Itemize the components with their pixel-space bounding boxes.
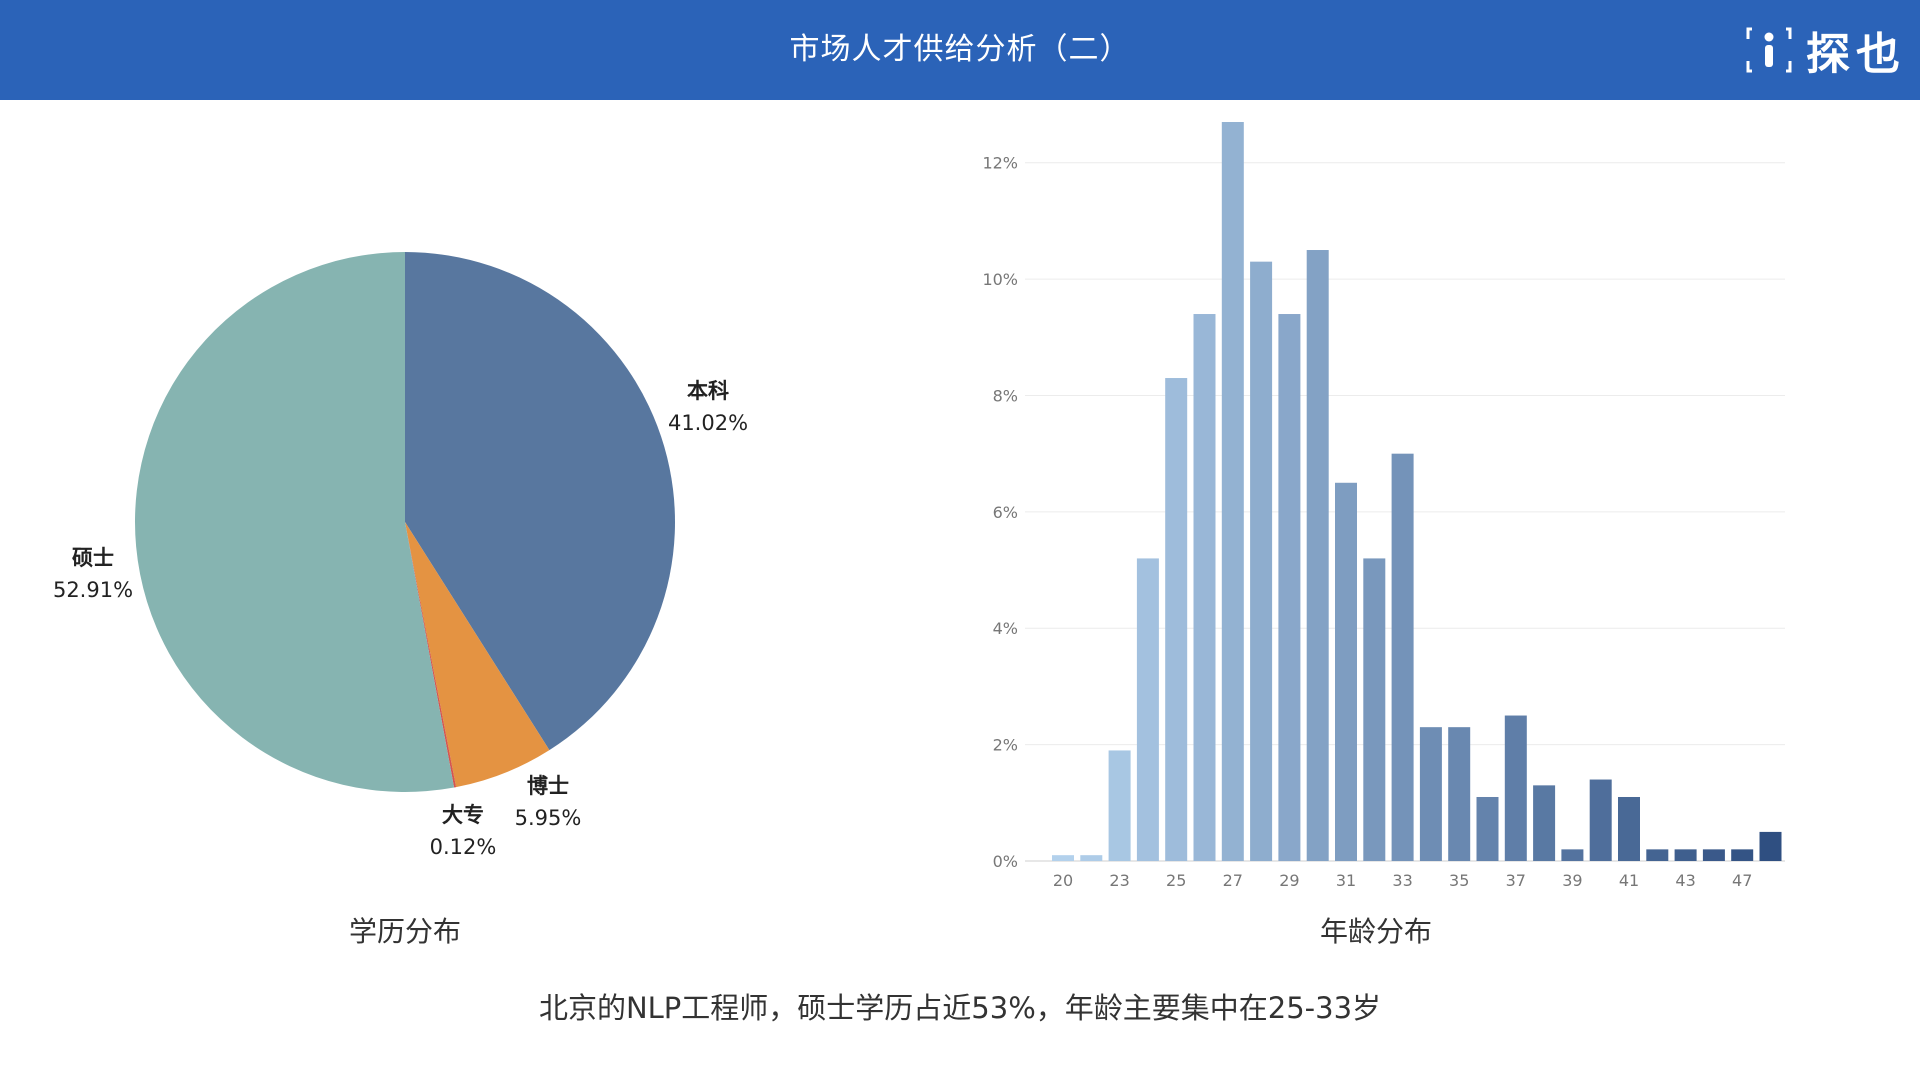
x-tick-label: 35 [1449, 871, 1469, 890]
y-tick-label: 0% [993, 852, 1018, 871]
age-bar-20 [1052, 855, 1074, 861]
pie-slice-大专 [405, 522, 457, 788]
age-bar-37 [1504, 715, 1527, 861]
age-bar-30 [1306, 250, 1329, 861]
x-tick-label: 23 [1109, 871, 1129, 890]
header-bar: 市场人才供给分析（二） 探也 [0, 0, 1920, 100]
y-tick-label: 8% [993, 386, 1018, 405]
age-bar-34 [1419, 727, 1442, 861]
summary-text: 北京的NLP工程师，硕士学历占近53%，年龄主要集中在25-33岁 [538, 991, 1382, 1025]
age-bar-41 [1618, 796, 1640, 861]
education-pie-chart: 本科 41.02% 博士 5.95% 大专 0.12% 硕士 52.91% [53, 252, 748, 859]
x-tick-label: 37 [1506, 871, 1526, 890]
page-title: 市场人才供给分析（二） [789, 32, 1131, 67]
age-bar-43 [1674, 849, 1697, 861]
x-tick-label: 31 [1336, 871, 1356, 890]
age-bar-38 [1533, 785, 1556, 861]
age-bar-47 [1731, 849, 1754, 861]
pie-label: 大专 [442, 803, 484, 827]
age-bar-50 [1759, 831, 1782, 861]
brand-logo: 探也 [1746, 22, 1906, 80]
age-bar-chart: 0% 2% 4% 6% 8% 10% 12% 20 23 25 27 29 31 33 35 37 39 41 43… [982, 122, 1785, 890]
pie-value-label: 5.95% [515, 806, 582, 830]
logo-mark-icon [1746, 27, 1792, 73]
x-tick-label: 27 [1223, 871, 1243, 890]
pie-caption: 学历分布 [348, 915, 461, 948]
y-tick-label: 4% [993, 619, 1018, 638]
y-tick-label: 10% [982, 270, 1018, 289]
y-tick-label: 12% [982, 154, 1018, 173]
pie-slice-博士 [405, 522, 550, 788]
y-tick-label: 6% [993, 503, 1018, 522]
pie-value-label: 52.91% [53, 578, 133, 602]
age-bar-33 [1391, 453, 1414, 861]
age-bar-22 [1080, 855, 1103, 861]
x-tick-label: 29 [1279, 871, 1299, 890]
age-bar-28 [1250, 261, 1273, 861]
age-bar-26 [1193, 314, 1216, 861]
x-tick-label: 25 [1166, 871, 1186, 890]
age-bar-32 [1363, 558, 1386, 861]
x-tick-label: 41 [1619, 871, 1639, 890]
x-tick-label: 39 [1562, 871, 1582, 890]
age-bar-35 [1448, 727, 1471, 861]
age-bar-44 [1702, 849, 1725, 861]
age-bar-27 [1221, 122, 1244, 861]
pie-slice-本科 [405, 252, 675, 751]
pie-label: 本科 [687, 379, 729, 403]
bar-caption: 年龄分布 [1319, 915, 1432, 948]
x-tick-label: 43 [1675, 871, 1695, 890]
pie-label: 硕士 [72, 546, 114, 570]
x-tick-label: 33 [1392, 871, 1412, 890]
pie-slice-硕士 [134, 252, 455, 792]
age-bar-36 [1476, 796, 1499, 861]
age-bar-23 [1108, 750, 1131, 861]
x-tick-label: 20 [1053, 871, 1073, 890]
age-bar-42 [1646, 849, 1669, 861]
age-bar-24 [1136, 558, 1159, 861]
age-bar-40 [1589, 779, 1612, 861]
pie-label: 博士 [527, 774, 569, 798]
age-bar-39 [1561, 849, 1584, 861]
pie-value-label: 0.12% [430, 835, 497, 859]
y-tick-label: 2% [993, 736, 1018, 755]
x-tick-label: 47 [1732, 871, 1752, 890]
age-bar-31 [1335, 482, 1357, 861]
logo-text: 探也 [1806, 29, 1906, 80]
pie-value-label: 41.02% [668, 411, 748, 435]
age-bar-29 [1278, 314, 1301, 861]
age-bar-25 [1165, 378, 1188, 861]
